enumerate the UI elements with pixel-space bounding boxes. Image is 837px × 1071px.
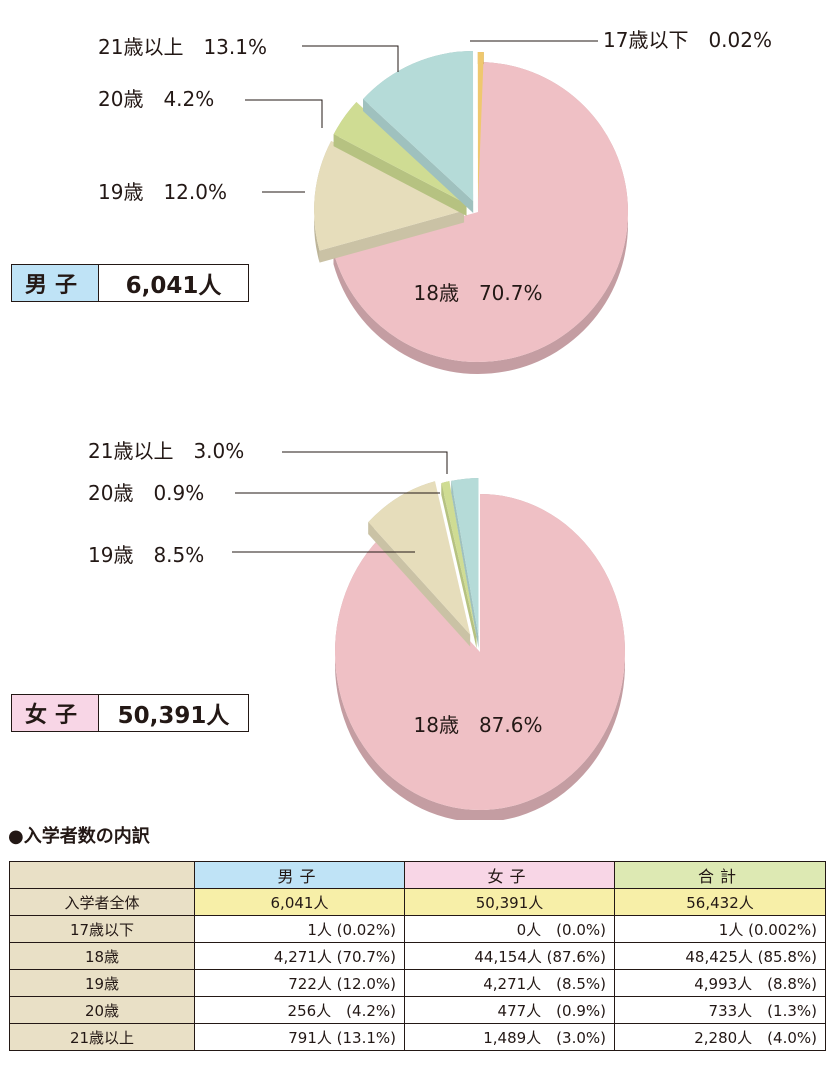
pie-chart-female: 18歳 87.6% 19歳 8.5% 20歳 0.9% 21歳以上 3.0% (88, 439, 626, 820)
male-total-value: 6,041人 (125, 273, 222, 299)
leader-line-20 (245, 99, 323, 128)
pie-slice-wall-19 (368, 522, 471, 647)
table-row: 18歳 4,271人 (70.7%) 44,154人 (87.6%) 48,42… (9, 942, 826, 970)
table-title: ●入学者数の内訳 (8, 826, 150, 847)
slice-label-19: 19歳 8.5% (88, 543, 204, 567)
table-cell: 4,271人 (70.7%) (194, 942, 405, 970)
table-cell: 722人 (12.0%) (194, 969, 405, 997)
table-cell: 1人 (0.02%) (194, 915, 405, 943)
pie-slice-wall-20 (441, 483, 477, 649)
table-cell: 477人 (0.9%) (404, 996, 615, 1024)
table-cell: 50,391人 (404, 888, 615, 916)
leader-line-21plus (282, 451, 448, 474)
slice-label-19: 19歳 12.0% (98, 180, 227, 204)
column-header-male: 男子 (194, 861, 405, 889)
pie-slice-17under (477, 52, 484, 203)
slice-label-18: 18歳 70.7% (414, 281, 543, 305)
pie-slice-wall-20 (333, 134, 467, 216)
pie-slice-wall-19 (319, 210, 465, 263)
row-label: 18歳 (9, 942, 195, 970)
slice-label-21plus: 21歳以上 13.1% (98, 35, 267, 59)
table-cell: 4,271人 (8.5%) (404, 969, 615, 997)
row-label: 21歳以上 (9, 1023, 195, 1051)
table-row: 20歳 256人 (4.2%) 477人 (0.9%) 733人 (1.3%) (9, 996, 826, 1024)
slice-label-20: 20歳 4.2% (98, 87, 214, 111)
female-total-label: 女子 (12, 695, 99, 731)
slice-label-21plus: 21歳以上 3.0% (88, 439, 244, 463)
column-header-female: 女子 (404, 861, 615, 889)
row-label: 19歳 (9, 969, 195, 997)
table-row: 19歳 722人 (12.0%) 4,271人 (8.5%) 4,993人 (8… (9, 969, 826, 997)
table-row: 17歳以下 1人 (0.02%) 0人 (0.0%) 1人 (0.002%) (9, 915, 826, 943)
table-corner-cell (9, 861, 195, 889)
table-cell: 791人 (13.1%) (194, 1023, 405, 1051)
table-cell: 48,425人 (85.8%) (614, 942, 826, 970)
table-cell: 1人 (0.002%) (614, 915, 826, 943)
female-total-value: 50,391人 (117, 703, 230, 729)
table-row: 21歳以上 791人 (13.1%) 1,489人 (3.0%) 2,280人 … (9, 1023, 826, 1051)
table-cell: 0人 (0.0%) (404, 915, 615, 943)
slice-label-18: 18歳 87.6% (414, 713, 543, 737)
male-total-label: 男子 (12, 265, 99, 301)
pie-slice-19 (314, 140, 465, 251)
breakdown-table: 男子 女子 合計 入学者全体 6,041人 50,391人 56,432人 17… (9, 861, 826, 1051)
row-label: 入学者全体 (9, 888, 195, 916)
row-label: 20歳 (9, 996, 195, 1024)
leader-line-21plus (302, 45, 399, 72)
pie-slice-18 (333, 62, 628, 363)
table-header-row: 男子 女子 合計 (9, 861, 826, 889)
table-cell: 6,041人 (194, 888, 405, 916)
table-cell: 44,154人 (87.6%) (404, 942, 615, 970)
table-cell: 4,993人 (8.8%) (614, 969, 826, 997)
pie-slice-wall-21plus (451, 480, 479, 649)
pie-slice-20 (333, 102, 467, 204)
female-total-box: 女子 50,391人 (11, 694, 249, 732)
pie-slice-20 (441, 481, 477, 637)
pie-charts: 18歳 70.7% 19歳 12.0% 20歳 4.2% 21歳以上 13.1% 17歳… (88, 28, 772, 820)
row-label: 17歳以下 (9, 915, 195, 943)
table-cell: 1,489人 (3.0%) (404, 1023, 615, 1051)
pie-slice-21plus (451, 478, 479, 637)
table-cell: 56,432人 (614, 888, 826, 916)
slice-label-17under: 17歳以下 0.02% (603, 28, 772, 52)
pie-chart-male: 18歳 70.7% 19歳 12.0% 20歳 4.2% 21歳以上 13.1% 17歳… (98, 28, 772, 374)
male-total-box: 男子 6,041人 (11, 264, 249, 302)
table-cell: 733人 (1.3%) (614, 996, 826, 1024)
slice-label-20: 20歳 0.9% (88, 481, 204, 505)
pie-slice-21plus (363, 51, 474, 202)
pie-slice-19 (368, 481, 471, 635)
column-header-total: 合計 (614, 861, 826, 889)
table-cell: 2,280人 (4.0%) (614, 1023, 826, 1051)
table-row: 入学者全体 6,041人 50,391人 56,432人 (9, 888, 826, 916)
pie-slice-wall-21plus (363, 99, 474, 214)
table-cell: 256人 (4.2%) (194, 996, 405, 1024)
